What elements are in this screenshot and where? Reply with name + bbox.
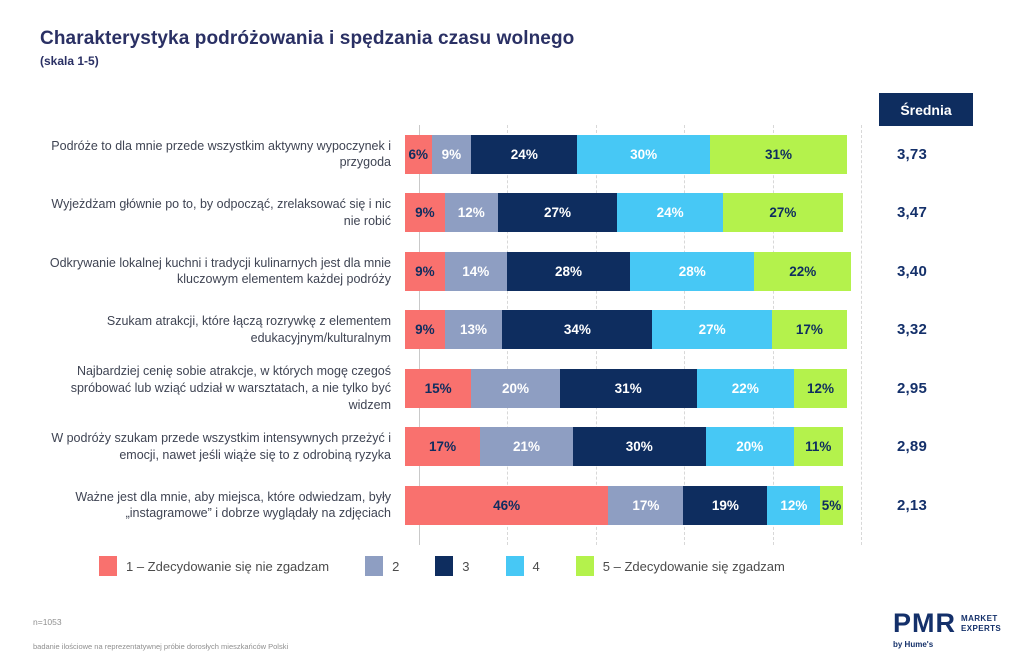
bar-segment: 22% (696, 368, 794, 408)
row-label: Wyjeżdżam głównie po to, by odpocząć, zr… (51, 197, 391, 228)
bar-track: 9% 12% 27% 24% 27% (405, 193, 847, 233)
legend-item: 1 – Zdecydowanie się nie zgadzam (99, 556, 329, 576)
logo-byline: by Hume's (893, 640, 934, 649)
legend-label: 1 – Zdecydowanie się nie zgadzam (126, 558, 330, 574)
chart-row: Szukam atrakcji, które łączą rozrywkę z … (40, 301, 959, 360)
bar-track: 9% 13% 34% 27% 17% (405, 310, 847, 350)
row-label: Podróże to dla mnie przede wszystkim akt… (51, 138, 391, 170)
page-title: Charakterystyka podróżowania i spędzania… (40, 28, 575, 49)
bar-segment: 20% (705, 427, 794, 467)
bar-segment: 28% (506, 251, 631, 291)
bar-track: 17% 21% 30% 20% 11% (405, 427, 847, 467)
legend-item: 5 – Zdecydowanie się zgadzam (575, 556, 785, 576)
bar-segment: 31% (709, 134, 847, 174)
chart-row: Ważne jest dla mnie, aby miejsca, które … (40, 476, 959, 535)
row-mean-value: 2,95 (897, 379, 927, 397)
bar-segment: 22% (754, 251, 852, 291)
legend-label: 4 (532, 558, 540, 574)
bar-segment: 20% (471, 368, 560, 408)
row-label: W podróży szukam przede wszystkim intens… (51, 431, 391, 462)
bar-segment: 12% (793, 368, 847, 408)
legend-swatch (365, 556, 384, 576)
legend-label: 5 – Zdecydowanie się zgadzam (602, 558, 785, 574)
bar-segment: 31% (559, 368, 697, 408)
legend-swatch (505, 556, 524, 576)
logo-wordmark: PMR (893, 608, 956, 638)
row-label: Szukam atrakcji, które łączą rozrywkę z … (106, 314, 391, 345)
bar-segment: 9% (405, 193, 445, 233)
legend-label: 3 (462, 558, 470, 574)
bar-segment: 24% (471, 134, 578, 174)
bar-segment: 28% (630, 251, 755, 291)
bar-segment: 13% (444, 310, 503, 350)
row-label: Ważne jest dla mnie, aby miejsca, które … (75, 489, 391, 521)
bar-segment: 46% (405, 485, 609, 525)
bar-segment: 17% (608, 485, 684, 525)
chart-row: Najbardziej cenię sobie atrakcje, w któr… (40, 359, 959, 418)
bar-segment: 15% (405, 368, 472, 408)
bar-segment: 24% (617, 193, 724, 233)
bar-segment: 30% (577, 134, 710, 174)
row-mean-value: 2,13 (897, 496, 927, 514)
bar-segment: 14% (444, 251, 507, 291)
bar-track: 6% 9% 24% 30% 31% (405, 134, 847, 174)
row-label: Odkrywanie lokalnej kuchni i tradycji ku… (49, 255, 391, 287)
bar-segment: 30% (572, 427, 706, 467)
logo-tagline: MARKET EXPERTS (961, 613, 1002, 633)
chart-legend: 1 – Zdecydowanie się nie zgadzam 2 3 4 5 – Z… (99, 556, 785, 576)
pmr-logo: PMR MARKET EXPERTS by Hume's (893, 608, 1002, 650)
bar-segment: 9% (405, 310, 445, 350)
row-mean-value: 3,47 (897, 204, 927, 222)
bar-segment: 19% (683, 485, 768, 525)
row-label: Najbardziej cenię sobie atrakcje, w któr… (70, 364, 391, 412)
bar-segment: 34% (502, 310, 653, 350)
footer-sample-size: n=1053 (33, 617, 62, 627)
chart-row: Odkrywanie lokalnej kuchni i tradycji ku… (40, 242, 959, 301)
bar-segment: 27% (723, 193, 843, 233)
legend-swatch (435, 556, 454, 576)
bar-track: 15% 20% 31% 22% 12% (405, 368, 847, 408)
bar-track: 46% 17% 19% 12% 5% (405, 485, 847, 525)
bar-segment: 11% (793, 427, 843, 467)
chart-row: Podróże to dla mnie przede wszystkim akt… (40, 125, 959, 184)
bar-segment: 27% (497, 193, 618, 233)
row-mean-value: 3,73 (897, 145, 927, 163)
legend-item: 4 (505, 556, 540, 576)
chart-row: W podróży szukam przede wszystkim intens… (40, 418, 959, 477)
bar-segment: 6% (405, 134, 432, 174)
page-subtitle: (skala 1-5) (40, 54, 99, 68)
chart-rows: Podróże to dla mnie przede wszystkim akt… (40, 125, 959, 535)
legend-swatch (575, 556, 594, 576)
bar-segment: 17% (405, 427, 481, 467)
mean-column-header: Średnia (879, 93, 973, 126)
legend-item: 3 (435, 556, 470, 576)
chart-row: Wyjeżdżam głównie po to, by odpocząć, zr… (40, 184, 959, 243)
legend-item: 2 (365, 556, 399, 576)
row-mean-value: 3,40 (897, 262, 927, 280)
legend-label: 2 (392, 558, 400, 574)
footer-methodology: badanie ilościowe na reprezentatywnej pr… (33, 642, 289, 651)
legend-swatch (99, 556, 117, 576)
bar-segment: 27% (652, 310, 772, 350)
bar-segment: 21% (480, 427, 573, 467)
bar-segment: 9% (431, 134, 472, 174)
row-mean-value: 2,89 (897, 438, 927, 456)
bar-segment: 12% (444, 193, 498, 233)
bar-segment: 17% (771, 310, 847, 350)
bar-segment: 5% (820, 485, 843, 525)
bar-segment: 9% (405, 251, 445, 291)
gridline (861, 125, 862, 545)
bar-segment: 12% (767, 485, 821, 525)
bar-track: 9% 14% 28% 28% 22% (405, 251, 852, 291)
row-mean-value: 3,32 (897, 321, 927, 339)
